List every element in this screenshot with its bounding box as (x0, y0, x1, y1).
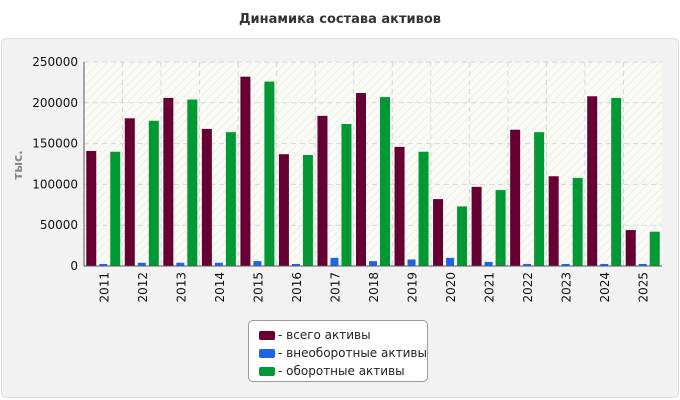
bar-noncurrent-assets (446, 257, 455, 266)
bar-noncurrent-assets (600, 263, 609, 266)
bar-total-assets (278, 154, 289, 266)
bar-current-assets (534, 132, 545, 266)
bar-current-assets (341, 124, 352, 267)
x-tick-label: 2020 (444, 272, 458, 303)
bar-total-assets (317, 115, 328, 266)
x-tick-label: 2024 (598, 272, 612, 303)
bar-total-assets (394, 146, 405, 266)
x-tick-label: 2015 (251, 272, 265, 303)
bar-current-assets (457, 206, 468, 266)
x-tick-label: 2012 (136, 272, 150, 303)
x-tick-label: 2014 (213, 272, 227, 303)
bar-current-assets (380, 97, 390, 266)
legend: - всего активы - внеоборотные активы - о… (248, 320, 428, 382)
x-tick-label: 2018 (367, 272, 381, 303)
bar-total-assets (124, 118, 135, 266)
bar-total-assets (548, 176, 559, 266)
bar-noncurrent-assets (330, 257, 339, 266)
bar-total-assets (433, 199, 444, 266)
bar-current-assets (649, 231, 660, 266)
legend-label-noncurrent: - внеоборотные активы (278, 346, 427, 360)
y-tick-label: 0 (70, 259, 78, 273)
bar-noncurrent-assets (561, 263, 570, 266)
bar-total-assets (163, 97, 174, 267)
bar-current-assets (302, 155, 313, 266)
chart-title: Динамика состава активов (238, 12, 442, 27)
bar-total-assets (471, 186, 482, 266)
bar-noncurrent-assets (484, 261, 493, 266)
bar-current-assets (264, 81, 275, 266)
x-tick-label: 2019 (406, 272, 420, 303)
y-axis-label: тыс. (11, 150, 25, 179)
legend-swatch-noncurrent (259, 348, 275, 358)
bar-noncurrent-assets (291, 263, 300, 266)
x-tick-label: 2017 (328, 272, 342, 303)
bar-current-assets (148, 120, 159, 266)
bar-total-assets (240, 76, 251, 266)
x-tick-label: 2022 (521, 272, 535, 303)
bar-total-assets (356, 93, 366, 267)
bars (86, 76, 660, 267)
bar-current-assets (495, 190, 506, 266)
bar-current-assets (418, 151, 429, 266)
bar-total-assets (587, 96, 598, 266)
bar-current-assets (187, 99, 198, 266)
bar-current-assets (572, 177, 583, 266)
x-tick-label: 2016 (290, 272, 304, 303)
bar-noncurrent-assets (407, 259, 416, 266)
legend-label-total: - всего активы (278, 328, 371, 342)
bar-noncurrent-assets (176, 262, 185, 266)
bar-noncurrent-assets (137, 262, 146, 266)
grid-lines (84, 61, 662, 266)
legend-swatch-total (259, 330, 275, 340)
bar-current-assets (611, 97, 622, 267)
plot-area (84, 62, 662, 266)
bar-noncurrent-assets (214, 262, 223, 266)
bar-noncurrent-assets (99, 263, 108, 266)
x-tick-label: 2023 (560, 272, 574, 303)
y-tick-label: 200000 (32, 96, 78, 110)
x-tick-label: 2021 (483, 272, 497, 303)
y-tick-label: 100000 (32, 177, 78, 191)
bar-total-assets (625, 230, 636, 266)
legend-item-total: - всего активы (259, 326, 427, 344)
bar-noncurrent-assets (523, 263, 532, 266)
bar-total-assets (510, 129, 521, 266)
bar-noncurrent-assets (253, 261, 262, 266)
x-tick-label: 2011 (97, 272, 111, 303)
y-tick-label: 250000 (32, 55, 78, 69)
bar-noncurrent-assets (369, 261, 377, 266)
axes: 0 50000 100000 150000 200000 250000 2011 2012 20… (32, 55, 662, 303)
bar-total-assets (201, 128, 212, 266)
x-tick-label: 2013 (174, 272, 188, 303)
y-tick-label: 50000 (40, 218, 78, 232)
x-tick-label: 2025 (637, 272, 651, 303)
bar-total-assets (86, 150, 97, 266)
bar-current-assets (110, 151, 121, 266)
y-tick-label: 150000 (32, 137, 78, 151)
legend-label-current: - оборотные активы (278, 364, 405, 378)
legend-swatch-current (259, 366, 275, 376)
bar-noncurrent-assets (638, 263, 647, 266)
bar-current-assets (225, 132, 236, 266)
legend-item-noncurrent: - внеоборотные активы (259, 344, 427, 362)
legend-item-current: - оборотные активы (259, 362, 427, 380)
